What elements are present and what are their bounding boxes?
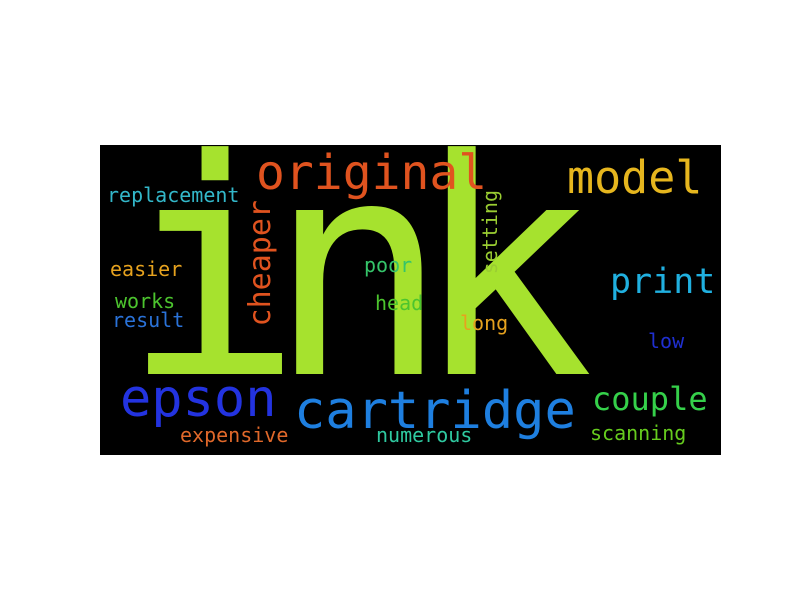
word-replacement: replacement [107, 183, 240, 207]
word-long: long [460, 311, 509, 335]
word-numerous: numerous [376, 423, 473, 447]
word-poor: poor [364, 253, 413, 277]
word-head: head [375, 291, 424, 315]
word-original: original [256, 145, 488, 201]
word-cheaper: cheaper [243, 200, 278, 327]
word-epson: epson [120, 369, 277, 429]
word-print: print [610, 262, 716, 302]
word-result: result [112, 308, 185, 332]
word-cloud: ink original model replacement cheaper s… [100, 145, 721, 455]
word-expensive: expensive [180, 423, 289, 447]
word-easier: easier [110, 257, 183, 281]
word-couple: couple [592, 380, 708, 418]
word-model: model [567, 151, 703, 204]
word-cartridge: cartridge [294, 381, 576, 441]
word-low: low [648, 329, 685, 353]
word-ink: ink [122, 145, 594, 445]
word-scanning: scanning [590, 421, 687, 445]
word-setting: setting [478, 190, 502, 275]
word-works: works [115, 289, 176, 313]
